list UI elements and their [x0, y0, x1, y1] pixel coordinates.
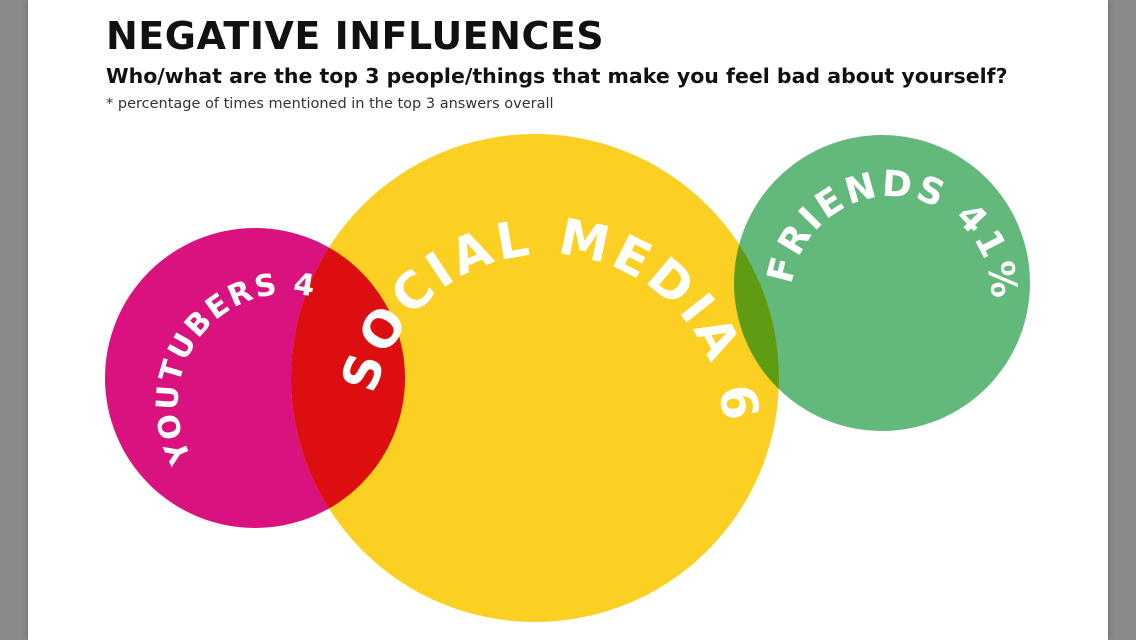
overlap-social-youtubers [291, 228, 405, 528]
chart-subtitle: Who/what are the top 3 people/things tha… [106, 64, 1008, 88]
chart-title: NEGATIVE INFLUENCES [106, 14, 605, 58]
chart-footnote: * percentage of times mentioned in the t… [106, 96, 554, 112]
bubble-social-media [291, 134, 779, 622]
bubble-friends [734, 135, 1030, 431]
